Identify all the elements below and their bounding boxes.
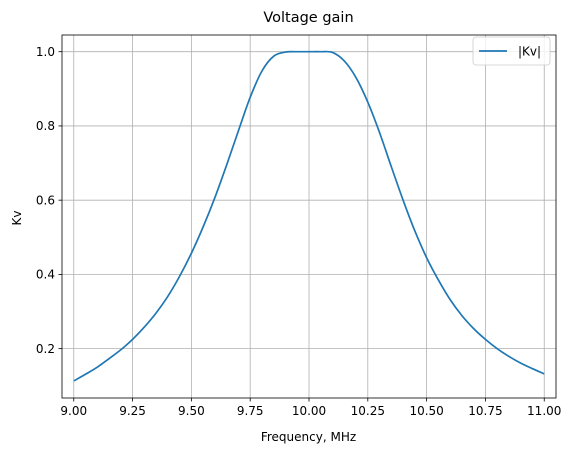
- series-layer: [73, 50, 545, 382]
- y-tick-label: 1.0: [36, 45, 55, 59]
- y-tick-label: 0.8: [36, 119, 55, 133]
- series-line-kv: [73, 50, 545, 382]
- x-tick-label: 10.00: [292, 404, 326, 418]
- legend: |Kv|: [472, 36, 551, 66]
- y-tick-label: 0.6: [36, 193, 55, 207]
- x-axis-ticks: 9.00 9.25 9.50 9.75 10.00 10.25 10.50 10.75 11.0…: [60, 398, 561, 418]
- y-axis-ticks: 0.2 0.4 0.6 0.8 1.0: [36, 45, 62, 356]
- grid: [62, 35, 556, 398]
- x-tick-label: 10.75: [468, 404, 502, 418]
- legend-label-kv: |Kv|: [518, 45, 541, 59]
- chart-title: Voltage gain: [263, 10, 353, 26]
- y-axis-label: Kv: [10, 211, 24, 226]
- y-tick-label: 0.4: [36, 268, 55, 282]
- x-tick-label: 10.50: [409, 404, 443, 418]
- x-tick-label: 10.25: [351, 404, 385, 418]
- x-tick-label: 9.25: [119, 404, 146, 418]
- x-axis-label: Frequency, MHz: [261, 430, 356, 444]
- x-tick-label: 9.50: [178, 404, 205, 418]
- x-tick-label: 9.00: [60, 404, 87, 418]
- x-tick-label: 9.75: [237, 404, 264, 418]
- y-tick-label: 0.2: [36, 342, 55, 356]
- legend-box: [472, 36, 551, 66]
- x-tick-label: 11.00: [527, 404, 561, 418]
